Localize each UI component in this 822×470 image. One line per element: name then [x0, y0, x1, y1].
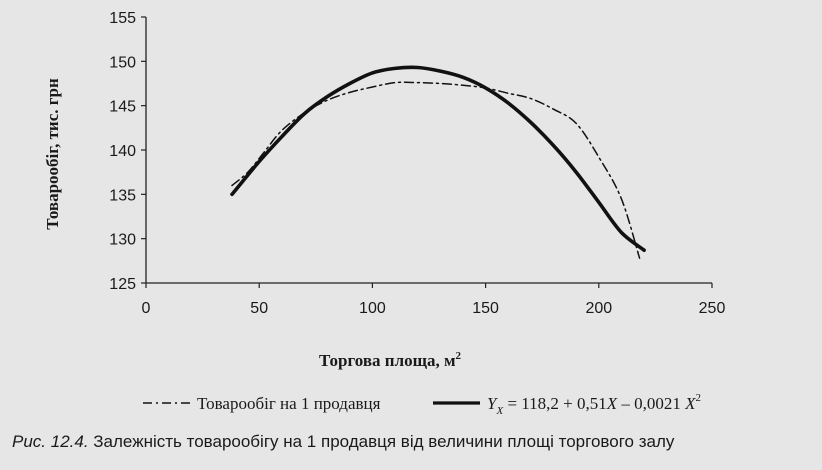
series-line-dashdot	[231, 81, 641, 259]
y-axis-title: Товарообіг, тис. грн	[43, 78, 62, 230]
x-tick-label: 50	[250, 300, 268, 317]
figure-caption: Рис. 12.4. Залежність товарообігу на 1 п…	[12, 432, 812, 452]
x-tick-label: 200	[585, 300, 612, 317]
legend-label-series2: YX = 118,2 + 0,51X – 0,0021 X2	[487, 392, 701, 417]
y-tick-label: 145	[109, 99, 136, 116]
x-axis-title: Торгова площа, м2	[319, 350, 462, 370]
legend: Товарообіг на 1 продавця YX = 118,2 + 0,…	[143, 392, 701, 417]
axes: 0 50 100 150 200 250 125 130 135 140 145 150 155	[109, 10, 725, 317]
series-layer	[230, 65, 646, 259]
y-tick-label: 155	[109, 10, 136, 27]
y-tick-label: 130	[109, 232, 136, 249]
caption-text: Залежність товарообігу на 1 продавця від…	[88, 432, 675, 451]
x-tick-label: 100	[359, 300, 386, 317]
caption-label: Рис. 12.4.	[12, 432, 89, 451]
x-tick-label: 250	[699, 300, 726, 317]
series-line-regression	[230, 65, 646, 252]
y-tick-label: 125	[109, 276, 136, 293]
y-tick-label: 140	[109, 143, 136, 160]
legend-label-series1: Товарообіг на 1 продавця	[197, 394, 381, 413]
y-tick-label: 150	[109, 54, 136, 71]
y-tick-label: 135	[109, 187, 136, 204]
x-tick-label: 150	[472, 300, 499, 317]
x-tick-label: 0	[142, 300, 151, 317]
